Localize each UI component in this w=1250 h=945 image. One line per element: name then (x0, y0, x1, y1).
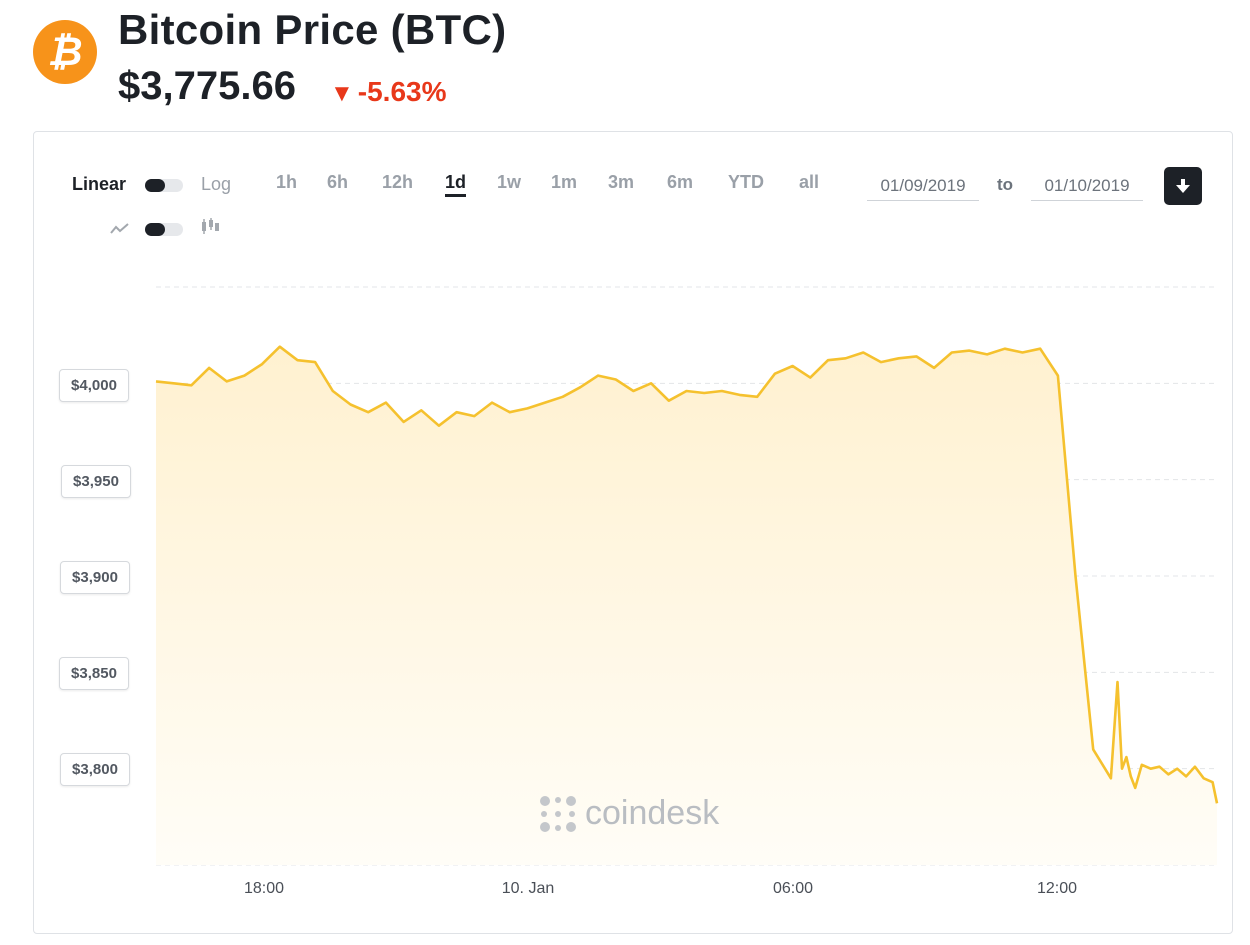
chart-type-toggle-knob (145, 223, 165, 236)
y-tick-label: $3,800 (60, 753, 130, 786)
coin-name: Bitcoin Price (118, 6, 379, 53)
range-3m[interactable]: 3m (608, 172, 635, 192)
download-button[interactable] (1164, 167, 1202, 205)
watermark-text: coindesk (585, 794, 720, 832)
price-line (155, 345, 1219, 804)
chart-card: Linear Log 1h 6h 12h 1d 1w 1m 3m 6m YTD … (33, 131, 1233, 934)
current-price: $3,775.66 (118, 64, 296, 108)
range-1w[interactable]: 1w (497, 172, 522, 192)
download-icon (1176, 179, 1190, 193)
date-to-label: to (997, 175, 1014, 194)
range-1d[interactable]: 1d (445, 172, 467, 197)
range-1m[interactable]: 1m (551, 172, 578, 192)
price-area (156, 346, 1217, 865)
x-tick-label: 10. Jan (501, 880, 555, 897)
range-6h[interactable]: 6h (327, 172, 349, 192)
x-tick-label: 06:00 (772, 880, 814, 897)
bitcoin-logo-icon: ₿ (33, 20, 97, 84)
price-change-value: -5.63% (357, 76, 447, 107)
chart-type-toggle[interactable] (145, 223, 183, 236)
range-6m[interactable]: 6m (667, 172, 694, 192)
coin-ticker: (BTC) (390, 6, 507, 53)
scale-linear-label[interactable]: Linear (72, 174, 127, 194)
x-tick-label: 12:00 (1036, 880, 1078, 897)
range-12h[interactable]: 12h (382, 172, 414, 192)
scale-toggle[interactable] (145, 179, 183, 192)
range-1h[interactable]: 1h (276, 172, 298, 192)
line-chart-icon[interactable] (110, 222, 130, 236)
page-title: Bitcoin Price (BTC) (118, 6, 506, 54)
scale-log-label[interactable]: Log (201, 174, 232, 194)
range-all[interactable]: all (799, 172, 820, 192)
coindesk-watermark: coindesk (539, 794, 719, 833)
scale-toggle-knob (145, 179, 165, 192)
price-change: ▼ -5.63% (330, 76, 446, 108)
date-to-input[interactable] (1031, 172, 1143, 201)
page-header: ₿ Bitcoin Price (BTC) $3,775.66 ▼ -5.63% (30, 0, 730, 120)
y-tick-label: $3,850 (59, 657, 129, 690)
y-tick-label: $3,950 (61, 465, 131, 498)
price-chart[interactable] (34, 132, 1234, 935)
down-arrow-icon: ▼ (330, 80, 354, 107)
date-from-input[interactable] (867, 172, 979, 201)
range-selector: 1h 6h 12h 1d 1w 1m 3m 6m YTD all (269, 172, 849, 202)
candlestick-icon[interactable] (200, 218, 220, 236)
coindesk-logo-icon (540, 795, 576, 832)
y-tick-label: $4,000 (59, 369, 129, 402)
range-ytd[interactable]: YTD (728, 172, 764, 192)
y-tick-label: $3,900 (60, 561, 130, 594)
x-tick-label: 18:00 (243, 880, 285, 897)
